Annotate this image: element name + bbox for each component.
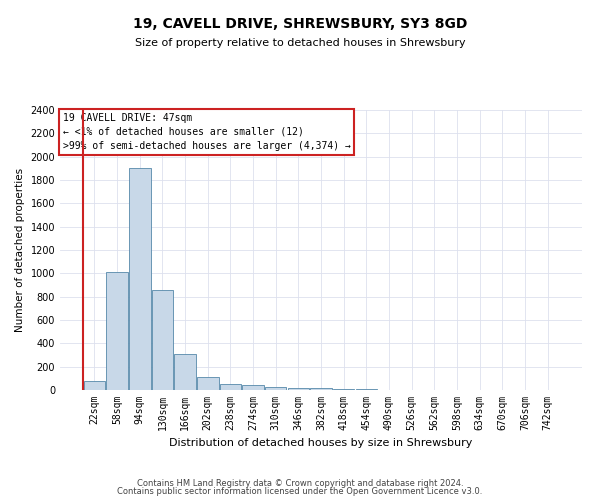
Bar (175, 354, 196, 390)
Bar (152, 290, 173, 390)
Bar (84, 380, 105, 390)
Text: Contains HM Land Registry data © Crown copyright and database right 2024.: Contains HM Land Registry data © Crown c… (137, 478, 463, 488)
Text: Size of property relative to detached houses in Shrewsbury: Size of property relative to detached ho… (134, 38, 466, 48)
Bar (106, 272, 128, 390)
Text: 19 CAVELL DRIVE: 47sqm
← <1% of detached houses are smaller (12)
>99% of semi-de: 19 CAVELL DRIVE: 47sqm ← <1% of detached… (62, 113, 350, 151)
Bar (310, 388, 332, 390)
Bar (220, 384, 241, 390)
Bar (265, 386, 286, 390)
Y-axis label: Number of detached properties: Number of detached properties (15, 168, 25, 332)
Bar (242, 385, 264, 390)
X-axis label: Distribution of detached houses by size in Shrewsbury: Distribution of detached houses by size … (169, 438, 473, 448)
Bar (287, 388, 309, 390)
Text: 19, CAVELL DRIVE, SHREWSBURY, SY3 8GD: 19, CAVELL DRIVE, SHREWSBURY, SY3 8GD (133, 18, 467, 32)
Text: Contains public sector information licensed under the Open Government Licence v3: Contains public sector information licen… (118, 487, 482, 496)
Bar (129, 168, 151, 390)
Bar (197, 376, 218, 390)
